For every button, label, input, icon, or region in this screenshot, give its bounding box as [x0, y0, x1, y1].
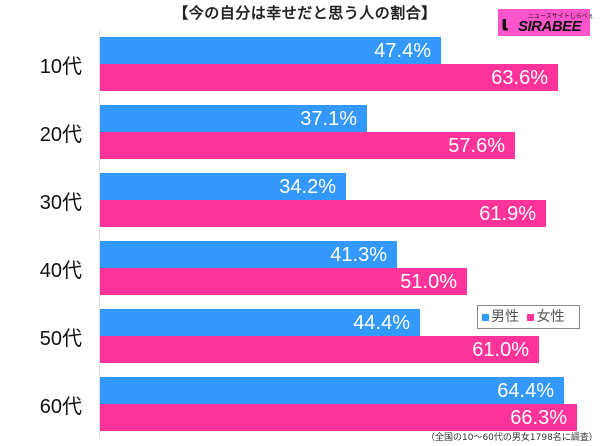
male-bar: 37.1% — [100, 105, 367, 132]
legend-female: 女性 — [536, 309, 565, 325]
female-bar: 51.0% — [100, 268, 467, 295]
female-bar: 61.9% — [100, 200, 546, 227]
row-label: 40代 — [39, 260, 82, 282]
legend: 男性 女性 — [477, 305, 580, 329]
row-label: 30代 — [39, 192, 82, 214]
sirabee-logo: ι ニュースサイトしらべぇ SIRABEE — [498, 9, 594, 36]
male-bar: 47.4% — [100, 37, 441, 64]
male-bar: 34.2% — [100, 173, 346, 200]
row-label: 10代 — [39, 56, 82, 78]
female-bar: 57.6% — [100, 132, 515, 159]
logo-brand: SIRABEE — [518, 18, 582, 35]
survey-note: （全国の10〜60代の男女1798名に調査） — [426, 433, 598, 443]
male-bar: 44.4% — [100, 309, 420, 336]
logo-hook-icon: ι — [501, 11, 509, 35]
row-label: 60代 — [39, 396, 82, 418]
legend-male: 男性 — [491, 309, 519, 325]
male-swatch-icon — [482, 313, 489, 321]
female-bar: 66.3% — [100, 404, 577, 431]
logo-tagline: ニュースサイトしらべぇ — [528, 13, 594, 20]
chart-title: 【今の自分は幸せだと思う人の割合】 — [173, 4, 437, 22]
male-bar: 41.3% — [100, 241, 397, 268]
y-axis-line — [99, 31, 100, 437]
male-bar: 64.4% — [100, 377, 564, 404]
row-label: 20代 — [39, 124, 82, 146]
female-swatch-icon — [527, 313, 535, 321]
female-bar: 63.6% — [100, 64, 558, 91]
row-label: 50代 — [39, 328, 82, 350]
female-bar: 61.0% — [100, 336, 539, 363]
